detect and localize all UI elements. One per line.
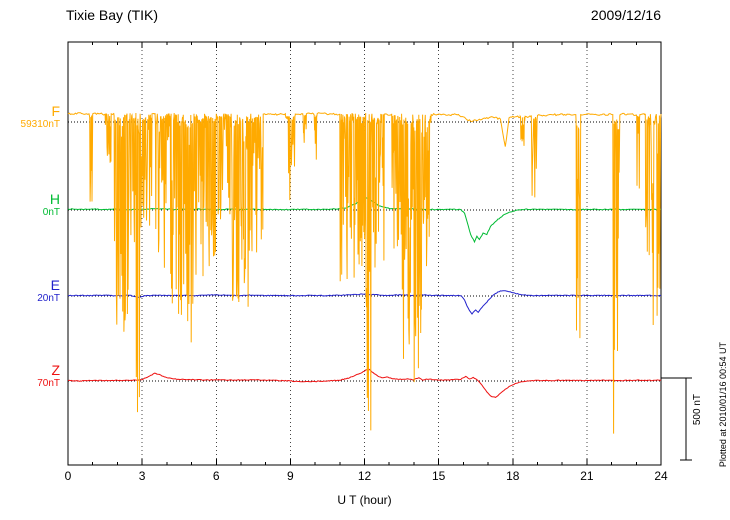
channel-letter-h: H (49, 191, 60, 207)
channel-letter-f: F (51, 103, 60, 119)
channel-label-e: E 20nT (0, 277, 60, 305)
x-tick-label: 3 (138, 469, 146, 483)
x-tick-label: 0 (64, 469, 72, 483)
channel-baseline-h: 0nT (42, 207, 60, 218)
x-tick-label: 15 (431, 469, 446, 483)
x-tick-label: 12 (357, 469, 372, 483)
channel-baseline-f: 59310nT (20, 119, 60, 130)
channel-label-h: H 0nT (0, 191, 60, 219)
channel-baseline-e: 20nT (37, 293, 60, 304)
channel-letter-e: E (50, 277, 60, 293)
channel-label-z: Z 70nT (0, 362, 60, 390)
x-axis-tick-labels: 0 3 6 9 12 15 18 21 24 (0, 469, 730, 485)
channel-letter-z: Z (51, 362, 60, 378)
channel-label-f: F 59310nT (0, 103, 60, 131)
plotted-at-note: Plotted at 2010/01/16 00:54 UT (718, 341, 728, 467)
station-title: Tixie Bay (TIK) (66, 7, 159, 23)
x-axis-title: U T (hour) (337, 493, 392, 507)
plot-date: 2009/12/16 (590, 7, 661, 23)
channel-baseline-z: 70nT (37, 378, 60, 389)
x-tick-label: 24 (654, 469, 668, 483)
x-tick-label: 18 (506, 469, 520, 483)
scale-bar-label: 500 nT (692, 394, 703, 426)
x-tick-label: 21 (580, 469, 594, 483)
x-tick-label: 9 (287, 469, 294, 483)
x-tick-label: 6 (212, 469, 220, 483)
